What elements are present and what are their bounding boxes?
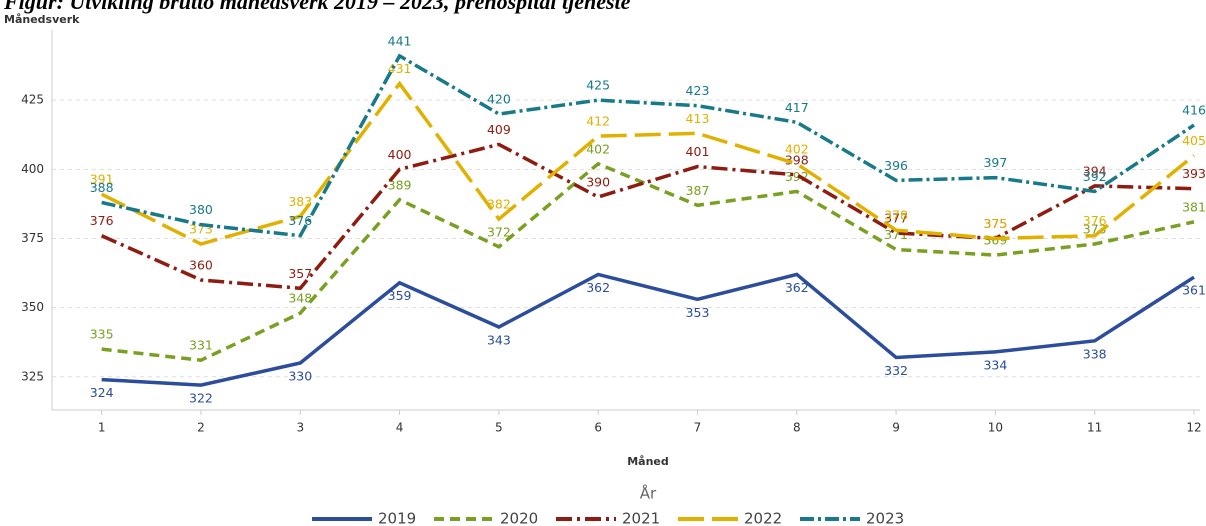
x-tick-label: 10: [988, 421, 1003, 435]
y-axis-label: Månedsverk: [4, 13, 80, 26]
data-label: 375: [983, 216, 1007, 231]
data-label: 382: [487, 197, 511, 212]
data-label: 360: [189, 257, 213, 272]
series-line: [101, 272, 1195, 387]
data-label: 335: [90, 327, 114, 342]
data-label: 389: [388, 177, 412, 192]
data-label: 409: [487, 122, 511, 137]
data-label: 441: [388, 33, 412, 48]
data-label: 397: [983, 155, 1007, 170]
x-tick-label: 4: [396, 421, 404, 435]
x-tick-label: 8: [793, 421, 801, 435]
x-tick-label: 1: [98, 421, 106, 435]
data-label: 376: [90, 213, 114, 228]
data-label: 387: [686, 183, 710, 198]
data-label: 331: [189, 338, 213, 353]
data-label: 375: [983, 216, 1007, 231]
data-label: 338: [1083, 346, 1107, 361]
data-label: 413: [686, 111, 710, 126]
data-label: 334: [983, 357, 1007, 372]
x-tick-label: 3: [296, 421, 304, 435]
chart-title: Figur: Utvikling brutto månedsverk 2019 …: [3, 0, 631, 14]
data-label: 383: [288, 194, 312, 209]
data-label: 416: [1182, 103, 1206, 118]
data-label: 402: [586, 141, 610, 156]
data-label: 359: [388, 288, 412, 303]
data-label: 343: [487, 333, 511, 348]
y-tick-label: 425: [21, 93, 44, 107]
data-label: 357: [288, 266, 312, 281]
x-tick-label: 9: [892, 421, 900, 435]
data-label: 417: [785, 100, 809, 115]
data-label: 378: [884, 208, 908, 223]
legend-title: År: [640, 484, 657, 503]
legend-label: 2022: [744, 510, 782, 526]
series-line: [101, 53, 1195, 238]
data-label: 420: [487, 91, 511, 106]
data-label: 400: [388, 147, 412, 162]
data-label: 381: [1182, 199, 1206, 214]
data-label: 324: [90, 385, 114, 400]
data-label: 391: [90, 172, 114, 187]
data-label: 402: [785, 141, 809, 156]
data-label: 412: [586, 114, 610, 129]
x-tick-label: 5: [495, 421, 503, 435]
data-label: 394: [1083, 163, 1107, 178]
legend-label: 2020: [500, 510, 538, 526]
data-label: 425: [586, 78, 610, 93]
data-label: 377: [884, 210, 908, 225]
x-axis-label: Måned: [627, 455, 669, 468]
data-label: 396: [884, 158, 908, 173]
x-tick-label: 2: [197, 421, 205, 435]
data-label: 362: [785, 280, 809, 295]
data-label: 372: [487, 224, 511, 239]
data-label: 380: [189, 202, 213, 217]
data-label: 330: [288, 368, 312, 383]
data-label: 353: [686, 305, 710, 320]
data-label: 405: [1182, 133, 1206, 148]
data-label: 348: [288, 291, 312, 306]
data-label: 431: [388, 61, 412, 76]
data-label: 376: [288, 213, 312, 228]
series-line: [100, 80, 1196, 246]
series-line: [101, 161, 1195, 362]
x-tick-label: 7: [694, 421, 702, 435]
data-label: 388: [90, 180, 114, 195]
x-tick-label: 12: [1186, 421, 1201, 435]
data-label: 392: [1083, 169, 1107, 184]
series-line: [100, 142, 1195, 291]
legend-label: 2019: [378, 510, 416, 526]
y-tick-label: 325: [21, 369, 44, 383]
data-label: 393: [1182, 166, 1206, 181]
data-label: 332: [884, 363, 908, 378]
y-tick-label: 350: [21, 300, 44, 314]
data-label: 376: [1083, 213, 1107, 228]
data-label: 401: [686, 144, 710, 159]
x-tick-label: 11: [1087, 421, 1102, 435]
x-tick-label: 6: [594, 421, 602, 435]
data-label: 423: [686, 83, 710, 98]
data-label: 322: [189, 391, 213, 406]
y-tick-label: 375: [21, 231, 44, 245]
data-label: 390: [586, 174, 610, 189]
data-label: 361: [1182, 283, 1206, 298]
legend-label: 2023: [866, 510, 904, 526]
data-label: 362: [586, 280, 610, 295]
legend-label: 2021: [622, 510, 660, 526]
y-tick-label: 400: [21, 162, 44, 176]
